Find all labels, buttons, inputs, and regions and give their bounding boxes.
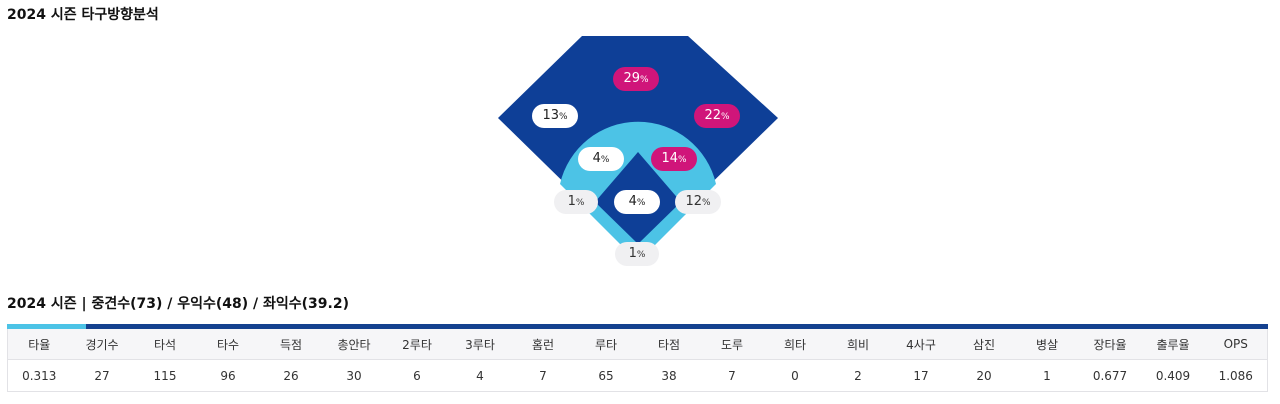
stats-value-row: 0.313 27 115 96 26 30 6 4 7 65 38 7 0 2 … — [7, 359, 1268, 392]
second-base-value: 14 — [661, 151, 678, 166]
pitcher-value: 4 — [628, 194, 637, 209]
catcher-unit: % — [636, 250, 646, 260]
season-stats-table-wrapper: 타율 경기수 타석 타수 득점 총안타 2루타 3루타 홈런 루타 타점 도루 … — [7, 324, 1268, 392]
value-sacrifice-flies: 2 — [826, 359, 890, 392]
left-field-label: 13% — [532, 104, 578, 128]
shortstop-unit: % — [600, 155, 610, 165]
header-ops: OPS — [1204, 329, 1268, 360]
right-field-label: 22% — [694, 104, 740, 128]
value-at-bats: 96 — [196, 359, 260, 392]
table-top-bar-accent — [7, 324, 86, 329]
header-runs: 득점 — [259, 329, 323, 360]
second-base-label: 14% — [651, 147, 697, 171]
third-base-value: 1 — [567, 194, 576, 209]
header-sacrifice-flies: 희비 — [826, 329, 890, 360]
value-on-base: 0.409 — [1141, 359, 1205, 392]
header-walks-hbp: 4사구 — [889, 329, 953, 360]
value-triples: 4 — [448, 359, 512, 392]
header-strikeouts: 삼진 — [952, 329, 1016, 360]
header-slugging: 장타율 — [1078, 329, 1142, 360]
header-triples: 3루타 — [448, 329, 512, 360]
first-base-value: 12 — [685, 194, 702, 209]
value-plate-appearances: 115 — [133, 359, 197, 392]
center-field-unit: % — [639, 75, 649, 85]
value-home-runs: 7 — [511, 359, 575, 392]
header-stolen-bases: 도루 — [700, 329, 764, 360]
value-walks-hbp: 17 — [889, 359, 953, 392]
value-rbi: 38 — [637, 359, 701, 392]
value-total-bases: 65 — [574, 359, 638, 392]
table-top-bar — [7, 324, 1268, 329]
third-base-label: 1% — [554, 190, 598, 214]
catcher-label: 1% — [615, 242, 659, 266]
value-slugging: 0.677 — [1078, 359, 1142, 392]
header-sacrifice-hits: 희타 — [763, 329, 827, 360]
shortstop-label: 4% — [578, 147, 624, 171]
value-double-plays: 1 — [1015, 359, 1079, 392]
header-at-bats: 타수 — [196, 329, 260, 360]
header-home-runs: 홈런 — [511, 329, 575, 360]
direction-analysis-title: 2024 시즌 타구방향분석 — [7, 7, 159, 23]
first-base-unit: % — [701, 198, 711, 208]
header-games: 경기수 — [70, 329, 134, 360]
value-strikeouts: 20 — [952, 359, 1016, 392]
value-hits: 30 — [322, 359, 386, 392]
header-double-plays: 병살 — [1015, 329, 1079, 360]
left-field-value: 13 — [542, 108, 559, 123]
value-stolen-bases: 7 — [700, 359, 764, 392]
left-field-unit: % — [558, 112, 568, 122]
header-batting-average: 타율 — [7, 329, 71, 360]
value-batting-average: 0.313 — [7, 359, 71, 392]
header-plate-appearances: 타석 — [133, 329, 197, 360]
header-hits: 총안타 — [322, 329, 386, 360]
pitcher-label: 4% — [614, 190, 660, 214]
header-total-bases: 루타 — [574, 329, 638, 360]
right-field-value: 22 — [704, 108, 721, 123]
header-rbi: 타점 — [637, 329, 701, 360]
catcher-value: 1 — [628, 246, 637, 261]
value-sacrifice-hits: 0 — [763, 359, 827, 392]
value-games: 27 — [70, 359, 134, 392]
header-doubles: 2루타 — [385, 329, 449, 360]
right-field-unit: % — [720, 112, 730, 122]
pitcher-unit: % — [636, 198, 646, 208]
center-field-label: 29% — [613, 67, 659, 91]
header-on-base: 출루율 — [1141, 329, 1205, 360]
season-stats-table: 타율 경기수 타석 타수 득점 총안타 2루타 3루타 홈런 루타 타점 도루 … — [7, 329, 1268, 392]
value-doubles: 6 — [385, 359, 449, 392]
stats-header-row: 타율 경기수 타석 타수 득점 총안타 2루타 3루타 홈런 루타 타점 도루 … — [7, 329, 1268, 360]
season-stats-title: 2024 시즌 | 중견수(73) / 우익수(48) / 좌익수(39.2) — [7, 296, 349, 312]
value-runs: 26 — [259, 359, 323, 392]
center-field-value: 29 — [623, 71, 640, 86]
shortstop-value: 4 — [592, 151, 601, 166]
second-base-unit: % — [677, 155, 687, 165]
first-base-label: 12% — [675, 190, 721, 214]
third-base-unit: % — [575, 198, 585, 208]
value-ops: 1.086 — [1204, 359, 1268, 392]
